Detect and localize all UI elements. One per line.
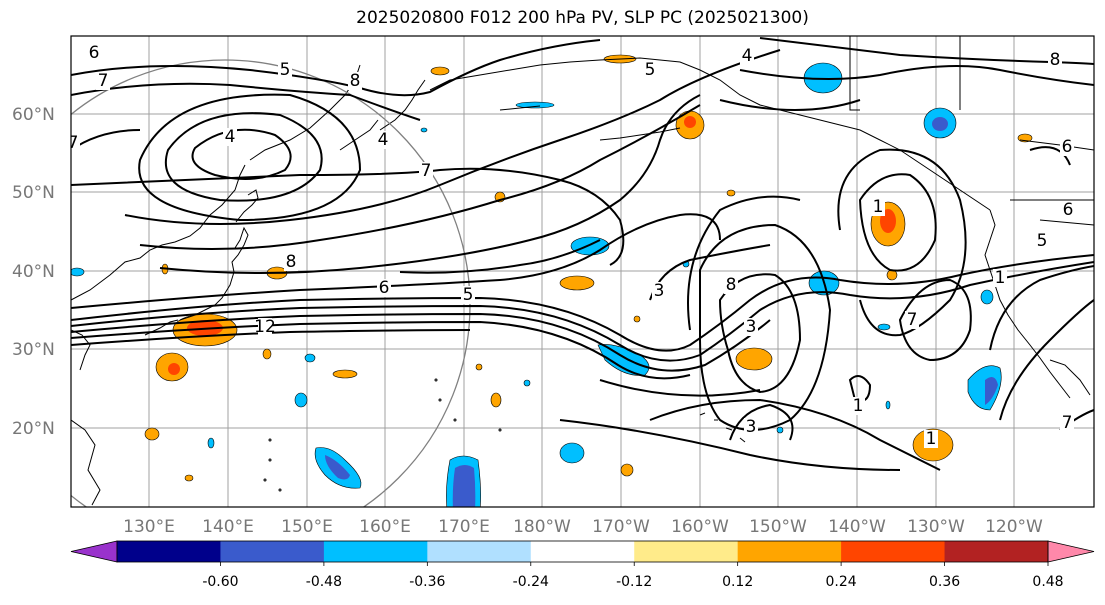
contour-label: 8 [350,71,361,91]
map-border [70,35,1095,508]
lon-label: 120°W [985,517,1043,537]
contour-label: 6 [89,43,100,63]
colorbar-tick-label: -0.36 [409,574,445,590]
contour-label: 5 [645,60,656,80]
lon-label: 150°W [749,517,807,537]
colorbar-segment [530,541,635,562]
contour-label: 1 [995,268,1006,288]
contour-label: 8 [726,275,737,295]
colorbar-segment [427,541,532,562]
contour-label: 5 [463,285,474,305]
colorbar-segment [634,541,739,562]
contour-label: 12 [254,317,276,337]
lon-label: 180°W [513,517,571,537]
lon-label: 150°E [281,517,333,537]
latitude-labels: 60°N 50°N 40°N 30°N 20°N [12,105,55,439]
colorbar-extend-min [70,540,118,563]
colorbar-segment [220,541,325,562]
contour-label: 7 [68,133,79,153]
contour-label: 5 [1037,231,1048,251]
lon-label: 130°E [123,517,175,537]
contour-label: 4 [225,127,236,147]
contour-label: 3 [746,417,757,437]
colorbar-tick-label: -0.60 [202,574,238,590]
contour-label: 8 [286,252,297,272]
colorbar-segment [323,541,428,562]
contour-label: 6 [1063,200,1074,220]
lon-label: 140°W [828,517,886,537]
colorbar-tick-label: -0.24 [513,574,549,590]
contour-label: 7 [421,161,432,181]
colorbar-segment [944,541,1049,562]
lon-label: 130°W [907,517,965,537]
lon-label: 170°W [592,517,650,537]
colorbar-extend-max [1047,540,1095,563]
contour-label: 4 [378,130,389,150]
contour-label: 7 [1062,413,1073,433]
contour-label: 1 [926,429,937,449]
colorbar-segment [737,541,842,562]
contour-label: 7 [98,71,109,91]
radius-circle [71,59,471,507]
contour-label: 3 [746,317,757,337]
contour-label: 6 [379,278,390,298]
contour-label: 5 [280,60,291,80]
colorbar-outline [116,540,1049,563]
lon-label: 160°E [359,517,411,537]
colorbar-segment [117,541,221,562]
slp-contours [71,37,1094,471]
contour-label: 8 [1050,50,1061,70]
colorbar-tick-label: 0.36 [929,574,960,590]
lon-label: 140°E [202,517,254,537]
lat-label: 30°N [12,340,55,360]
lat-label: 60°N [12,105,55,125]
colorbar-tick-label: -0.48 [306,574,342,590]
colorbar-tick-label: 0.12 [722,574,753,590]
contour-label: 4 [742,46,753,66]
lat-label: 40°N [12,262,55,282]
lon-label: 160°W [671,517,729,537]
contour-labels: 678457486512457865133171761831 [68,43,1075,449]
lon-label: 170°E [438,517,490,537]
contour-label: 1 [873,197,884,217]
contour-label: 3 [654,281,665,301]
contour-label: 7 [907,310,918,330]
coastlines [71,36,1094,506]
colorbar-tick-label: 0.24 [826,574,857,590]
longitude-labels: 130°E 140°E 150°E 160°E 170°E 180°W 170°W 160°W… [123,517,1043,537]
contour-label: 6 [1062,137,1073,157]
lat-label: 50°N [12,183,55,203]
colorbar-tick-label: -0.12 [616,574,652,590]
colorbar [70,540,1095,563]
colorbar-segment [841,541,946,562]
lat-label: 20°N [12,419,55,439]
contour-label: 1 [853,396,864,416]
colorbar-tick-labels: -0.60 -0.48 -0.36 -0.24 -0.12 0.12 0.24 0.36 0.4… [202,562,1064,590]
map-title: 2025020800 F012 200 hPa PV, SLP PC (2025… [356,8,809,28]
colorbar-tick-label: 0.48 [1032,574,1063,590]
